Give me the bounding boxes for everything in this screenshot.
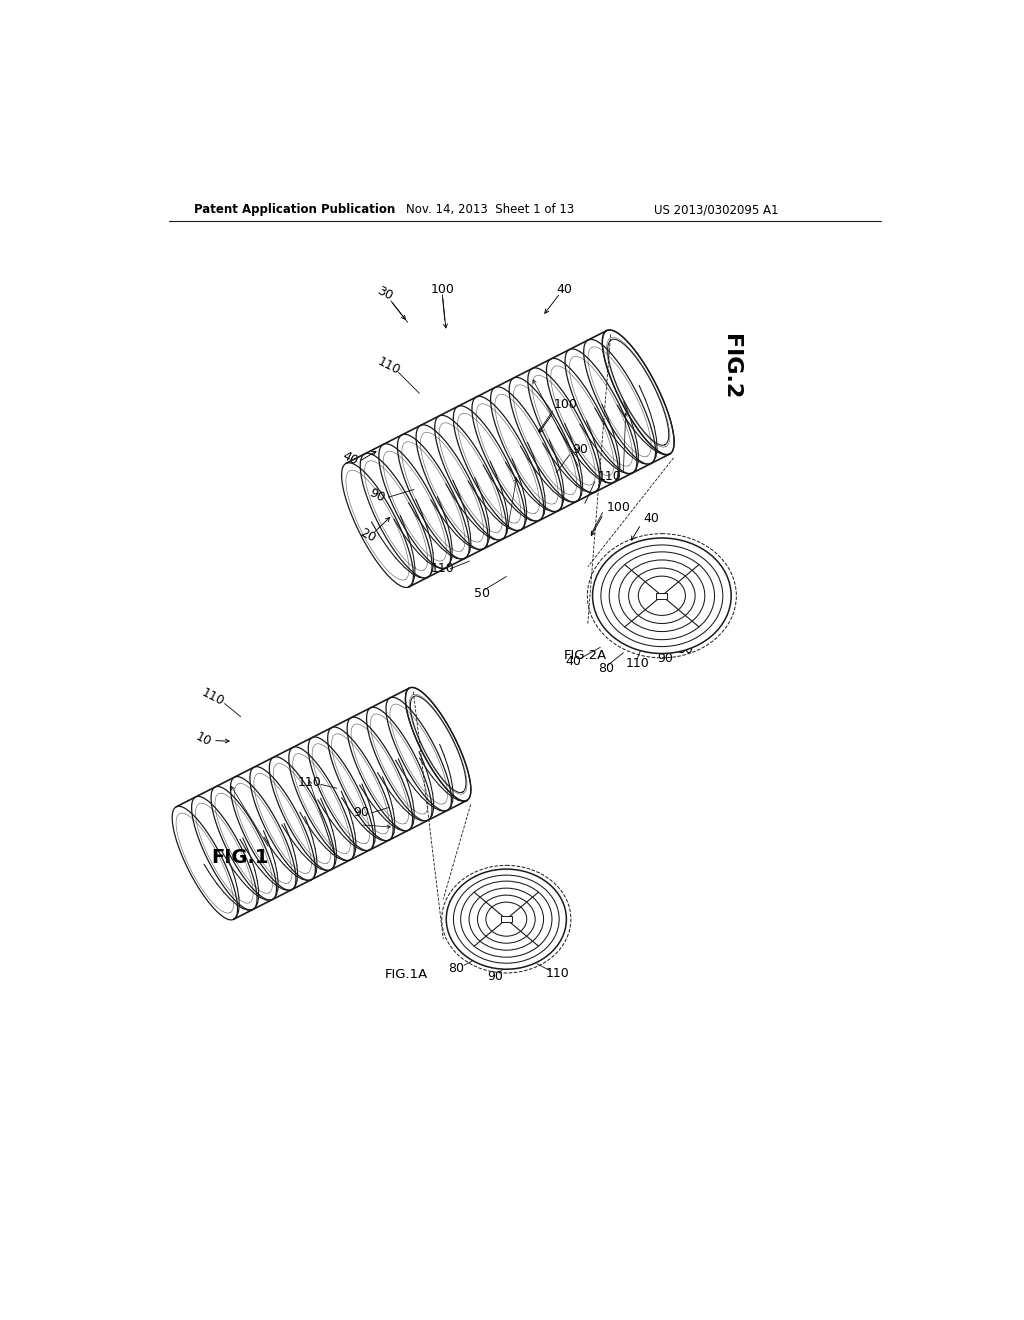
- Text: 100: 100: [430, 282, 455, 296]
- Text: 40: 40: [565, 655, 582, 668]
- Text: 90: 90: [367, 486, 387, 506]
- Text: 40: 40: [556, 282, 572, 296]
- Text: 110: 110: [430, 562, 455, 576]
- Text: 90: 90: [657, 652, 673, 665]
- Text: 50: 50: [474, 587, 490, 601]
- Text: 20: 20: [357, 527, 378, 545]
- Text: FIG.2A: FIG.2A: [564, 648, 607, 661]
- Text: 90: 90: [572, 444, 589, 455]
- Text: 110: 110: [375, 355, 402, 378]
- Text: 80: 80: [598, 663, 614, 676]
- Text: 100: 100: [606, 500, 631, 513]
- Text: 110: 110: [598, 470, 622, 483]
- Text: 40: 40: [643, 512, 659, 525]
- Bar: [656, 593, 668, 599]
- Text: 110: 110: [626, 657, 649, 671]
- Text: 80: 80: [543, 895, 558, 908]
- Text: 30: 30: [677, 643, 693, 656]
- Text: 80: 80: [449, 962, 464, 975]
- Text: Patent Application Publication: Patent Application Publication: [195, 203, 395, 216]
- Text: 80: 80: [632, 610, 648, 623]
- Text: 110: 110: [546, 966, 569, 979]
- Polygon shape: [176, 688, 467, 919]
- Text: 50: 50: [617, 574, 634, 587]
- Text: 90: 90: [353, 807, 370, 820]
- Text: 80: 80: [447, 899, 464, 912]
- Text: 110: 110: [200, 686, 226, 709]
- Text: US 2013/0302095 A1: US 2013/0302095 A1: [654, 203, 778, 216]
- Bar: [501, 916, 512, 923]
- Text: 30: 30: [375, 284, 394, 302]
- Text: 100: 100: [554, 399, 578, 412]
- Text: Nov. 14, 2013  Sheet 1 of 13: Nov. 14, 2013 Sheet 1 of 13: [407, 203, 574, 216]
- Polygon shape: [346, 330, 670, 587]
- Text: 110: 110: [298, 776, 322, 788]
- Text: FIG.1A: FIG.1A: [385, 968, 428, 981]
- Text: FIG.1: FIG.1: [211, 847, 269, 867]
- Text: 10: 10: [194, 730, 214, 750]
- Text: FIG.2: FIG.2: [721, 334, 741, 399]
- Text: 40: 40: [340, 449, 360, 469]
- Text: 90: 90: [486, 970, 503, 983]
- Ellipse shape: [446, 869, 566, 969]
- Ellipse shape: [593, 539, 731, 653]
